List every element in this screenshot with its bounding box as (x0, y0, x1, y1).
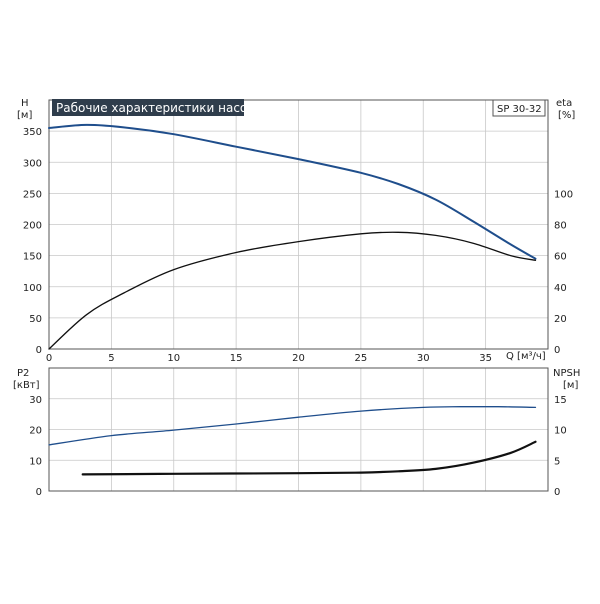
top-series-left (48, 123, 537, 260)
bottom-chart-grid (48, 367, 549, 492)
y-left-tick-label: 150 (23, 252, 42, 263)
bottom-series-left (48, 405, 537, 446)
y-right-bottom-label: NPSH (553, 368, 580, 379)
x-tick-label: 5 (108, 353, 114, 364)
x-tick-label: 20 (292, 353, 305, 364)
y-left-tick-label: 50 (29, 314, 42, 325)
bottom-chart-series (48, 405, 537, 476)
bottom-y-right-tick-label: 15 (554, 395, 567, 406)
bottom-y-left-tick-label: 10 (29, 456, 42, 467)
bottom-y-right-tick-label: 0 (554, 487, 560, 498)
bottom-y-right-tick-label: 5 (554, 456, 560, 467)
chart-labels: 0 5 10 15 20 25 30 3505010015020025030035002040… (23, 127, 573, 498)
y-right-tick-label: 0 (554, 345, 560, 356)
y-left-tick-label: 250 (23, 189, 42, 200)
y-right-top-label: eta (556, 98, 572, 109)
top-series-right (48, 231, 537, 350)
x-tick-label: 25 (355, 353, 368, 364)
top-plot-border (48, 99, 549, 350)
model-label: SP 30-32 (497, 104, 542, 115)
chart-title: Рабочие характеристики насоса (56, 101, 261, 115)
y-left-top-unit: [м] (17, 110, 32, 121)
top-chart-series (48, 123, 537, 350)
bottom-plot-border (48, 367, 549, 492)
bottom-y-left-tick-label: 0 (36, 487, 42, 498)
bottom-series-right (81, 440, 537, 476)
top-chart-grid (48, 99, 549, 350)
y-right-tick-label: 80 (554, 221, 567, 232)
x-tick-label: 30 (417, 353, 430, 364)
x-tick-label: 15 (230, 353, 243, 364)
x-tick-label: 35 (479, 353, 492, 364)
y-right-tick-label: 40 (554, 283, 567, 294)
y-left-tick-label: 350 (23, 127, 42, 138)
y-right-bottom-unit: [м] (563, 380, 578, 391)
y-right-tick-label: 20 (554, 314, 567, 325)
y-right-tick-label: 60 (554, 252, 567, 263)
y-left-tick-label: 0 (36, 345, 42, 356)
x-tick-label: 10 (167, 353, 180, 364)
y-left-top-label: H (21, 98, 29, 109)
x-tick-label: 0 (46, 353, 52, 364)
model-badge (492, 99, 546, 117)
bottom-y-left-tick-label: 30 (29, 395, 42, 406)
bottom-y-left-tick-label: 20 (29, 426, 42, 437)
x-axis-label: Q [м³/ч] (506, 351, 546, 362)
bottom-y-right-tick-label: 10 (554, 426, 567, 437)
y-left-tick-label: 100 (23, 283, 42, 294)
y-left-tick-label: 200 (23, 221, 42, 232)
y-left-tick-label: 300 (23, 158, 42, 169)
y-right-tick-label: 100 (554, 189, 573, 200)
y-left-bottom-unit: [кВт] (13, 380, 40, 391)
y-right-top-unit: [%] (558, 110, 575, 121)
chart-title-background (52, 99, 244, 116)
y-left-bottom-label: P2 (17, 368, 29, 379)
